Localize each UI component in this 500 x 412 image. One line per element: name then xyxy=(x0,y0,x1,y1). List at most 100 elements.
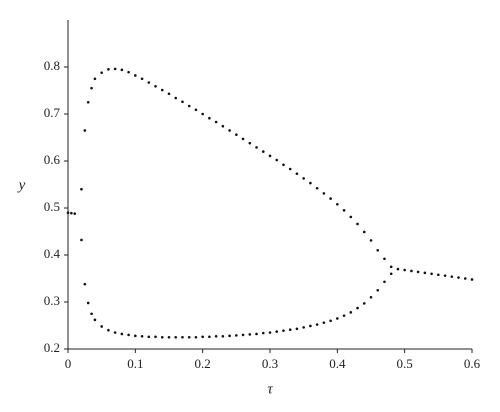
point xyxy=(329,197,332,200)
point xyxy=(154,335,157,339)
point xyxy=(450,275,454,278)
point xyxy=(241,333,245,337)
point xyxy=(83,282,87,286)
point xyxy=(160,88,164,92)
point xyxy=(309,324,312,328)
point xyxy=(160,335,164,339)
point xyxy=(288,167,292,171)
point xyxy=(134,74,137,77)
point xyxy=(127,70,130,74)
point xyxy=(194,335,198,339)
point xyxy=(221,335,225,338)
point xyxy=(376,288,380,292)
x-axis-label: τ xyxy=(267,381,273,397)
point xyxy=(255,146,258,149)
point xyxy=(80,187,83,191)
x-tick-label: 0 xyxy=(65,356,72,371)
point xyxy=(100,71,103,74)
point xyxy=(349,215,353,219)
point xyxy=(288,328,292,332)
point xyxy=(282,163,285,167)
point xyxy=(83,129,87,132)
point xyxy=(268,154,272,158)
y-axis-label: y xyxy=(17,177,26,193)
point xyxy=(73,212,77,215)
point xyxy=(174,335,178,339)
point xyxy=(255,332,258,336)
point xyxy=(154,84,157,88)
point xyxy=(423,271,427,275)
point xyxy=(336,317,339,320)
point xyxy=(241,137,245,141)
point xyxy=(369,239,373,242)
point xyxy=(100,325,103,328)
point xyxy=(221,124,225,128)
point xyxy=(416,270,420,274)
point xyxy=(134,334,137,338)
point xyxy=(208,335,211,339)
point xyxy=(349,311,353,314)
point xyxy=(147,335,151,339)
point xyxy=(470,278,474,281)
point xyxy=(302,326,305,329)
point xyxy=(147,81,151,84)
point xyxy=(268,331,272,334)
point xyxy=(383,257,386,261)
point xyxy=(90,86,93,90)
point xyxy=(295,327,299,331)
x-tick-label: 0.5 xyxy=(397,356,413,371)
point xyxy=(181,100,184,104)
point xyxy=(362,230,366,234)
point xyxy=(187,104,191,108)
point xyxy=(120,68,124,72)
y-tick-label: 0.3 xyxy=(44,293,60,308)
point xyxy=(315,323,319,326)
point xyxy=(140,77,144,81)
point xyxy=(93,77,97,81)
point xyxy=(356,306,359,310)
point xyxy=(90,312,93,316)
point xyxy=(80,238,83,242)
point xyxy=(389,265,393,269)
point xyxy=(383,280,386,284)
point xyxy=(181,335,184,339)
point xyxy=(430,272,433,276)
y-tick-label: 0.2 xyxy=(44,340,60,355)
point xyxy=(315,186,319,190)
y-tick-label: 0.4 xyxy=(44,246,61,261)
point xyxy=(235,334,238,337)
point xyxy=(113,67,117,71)
point xyxy=(410,269,413,273)
point xyxy=(214,120,218,124)
point xyxy=(376,249,380,252)
point xyxy=(403,268,406,272)
point xyxy=(282,329,285,332)
point xyxy=(140,335,144,338)
point xyxy=(187,335,191,339)
point xyxy=(309,181,312,185)
point xyxy=(322,321,326,324)
x-tick-label: 0.4 xyxy=(329,356,346,371)
y-tick-label: 0.7 xyxy=(44,105,61,120)
point xyxy=(208,116,211,120)
point xyxy=(443,274,447,277)
x-tick-label: 0.3 xyxy=(262,356,278,371)
point xyxy=(275,158,279,162)
point xyxy=(342,209,346,212)
y-tick-label: 0.8 xyxy=(44,58,60,73)
point xyxy=(93,318,97,322)
point xyxy=(127,333,130,337)
x-tick-label: 0.2 xyxy=(195,356,211,371)
point xyxy=(329,319,332,323)
point xyxy=(437,273,440,277)
point xyxy=(336,202,339,206)
point xyxy=(457,276,460,279)
point xyxy=(248,333,252,336)
point xyxy=(113,331,117,334)
point xyxy=(369,296,373,299)
x-tick-label: 0.1 xyxy=(127,356,143,371)
point xyxy=(248,141,252,145)
point xyxy=(228,129,231,132)
